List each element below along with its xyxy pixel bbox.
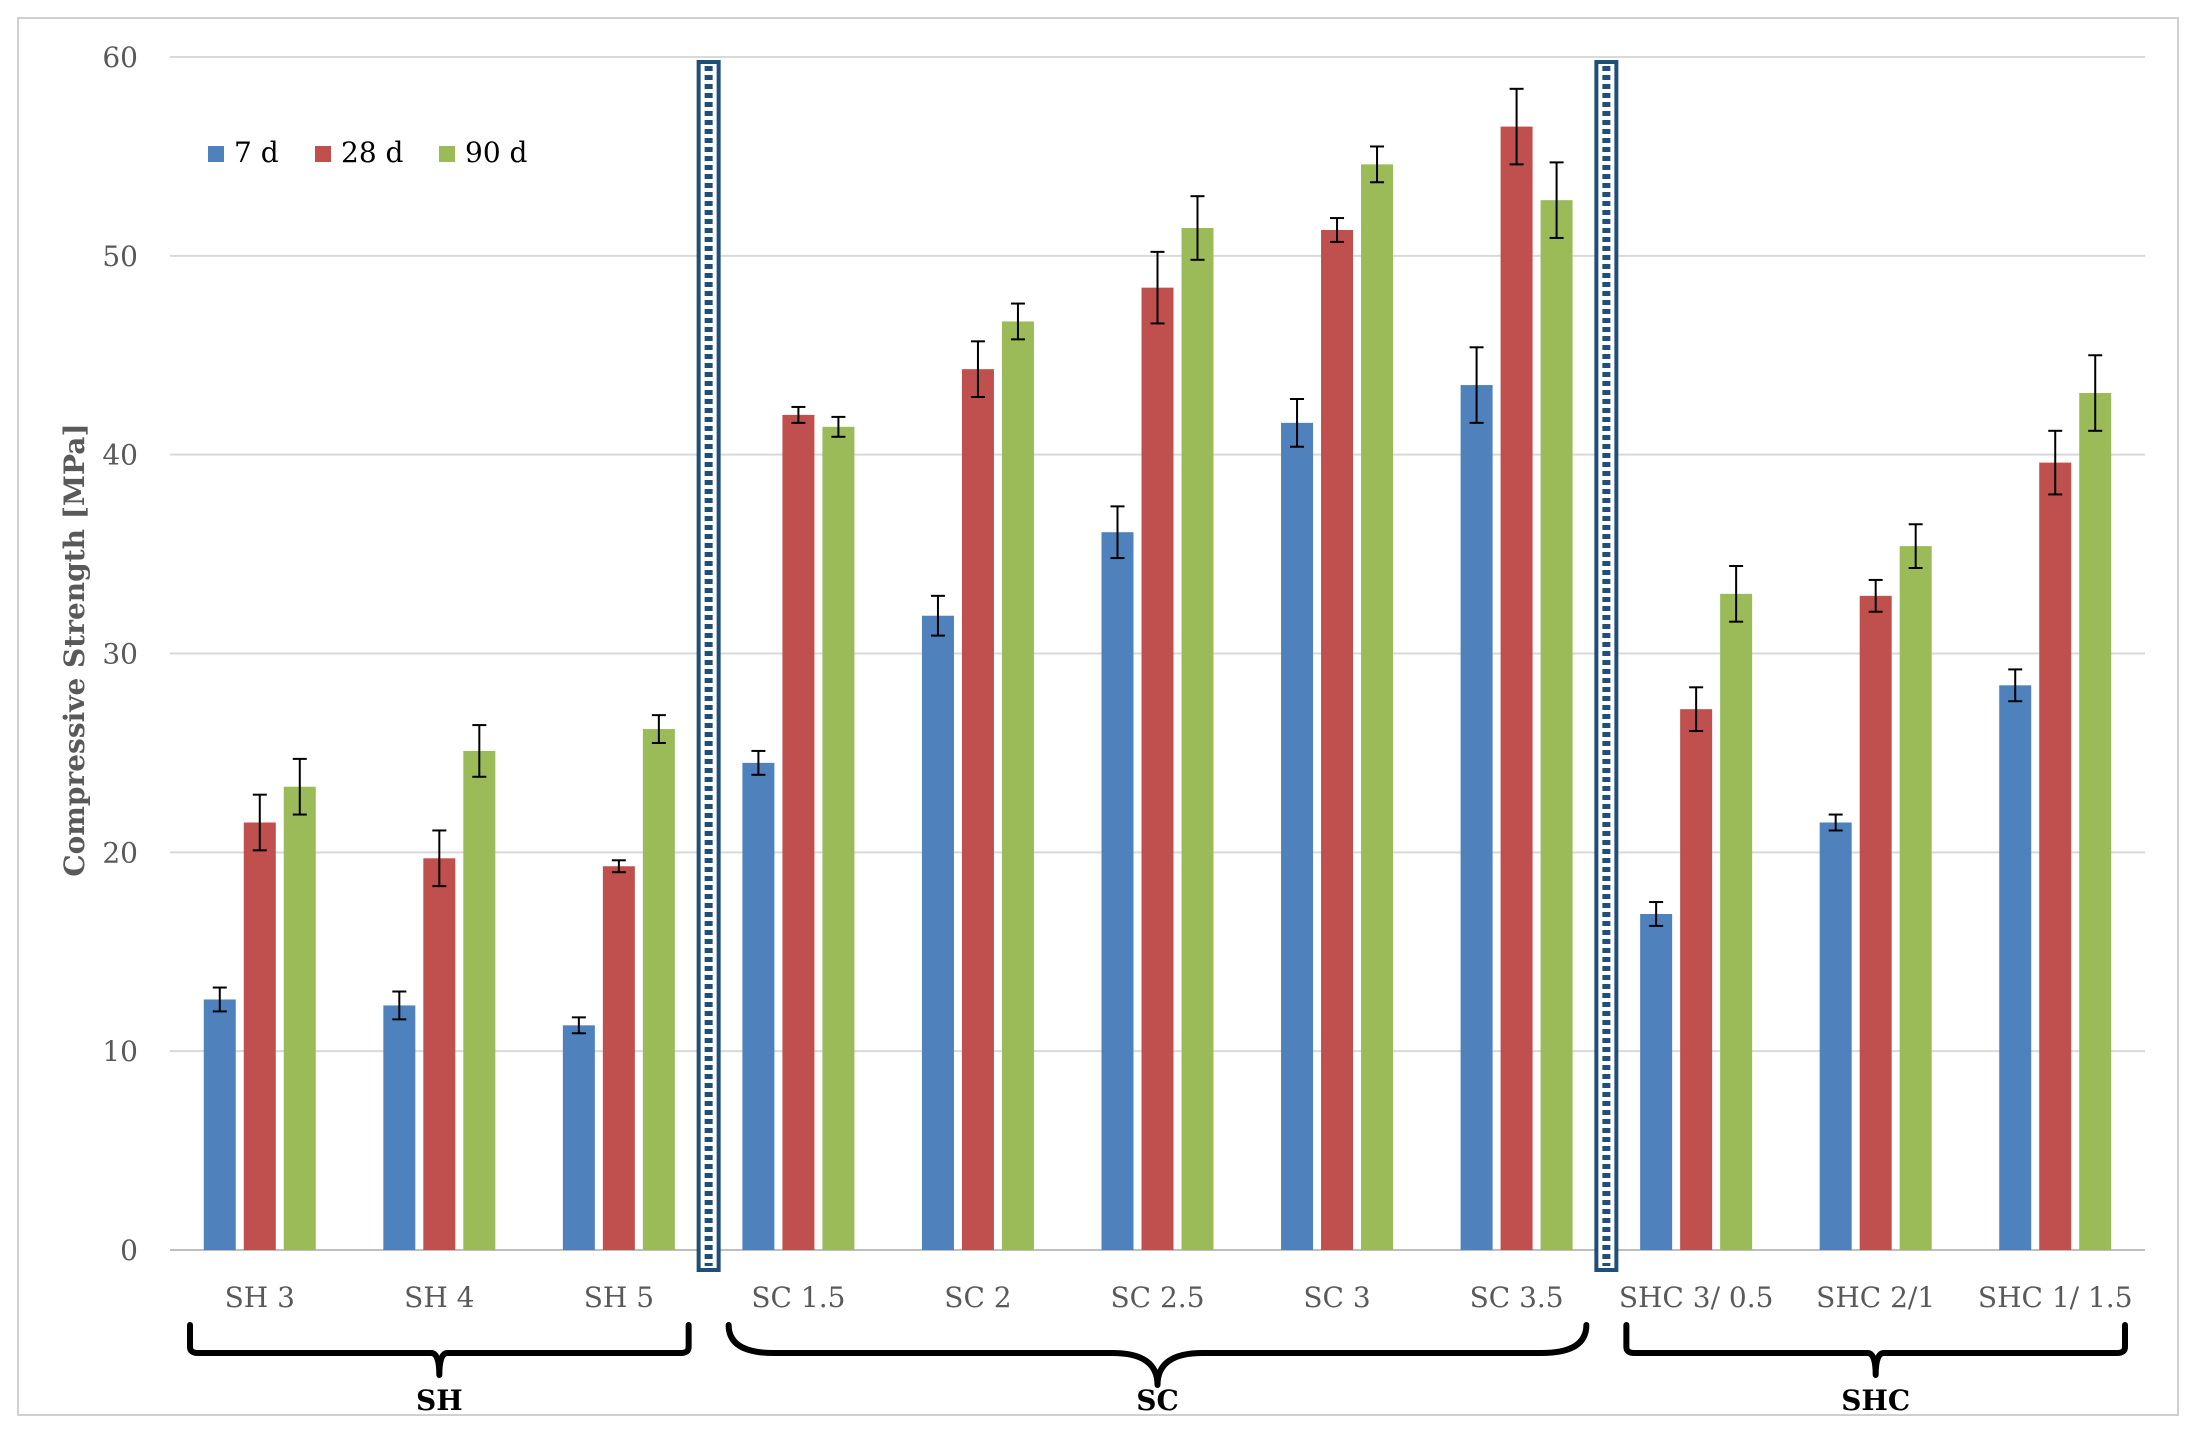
group-brace bbox=[187, 1322, 692, 1378]
bar bbox=[2079, 393, 2112, 1250]
x-tick-label: SH 4 bbox=[404, 1281, 474, 1314]
bar bbox=[1680, 709, 1713, 1250]
y-tick-label: 60 bbox=[102, 41, 138, 74]
bar bbox=[1101, 532, 1134, 1250]
bar bbox=[423, 858, 456, 1250]
bar bbox=[1819, 822, 1852, 1250]
y-tick-label: 0 bbox=[120, 1234, 138, 1267]
bar bbox=[283, 786, 316, 1250]
y-tick-label: 30 bbox=[102, 638, 138, 671]
chart-border bbox=[17, 17, 2179, 1416]
group-brace bbox=[725, 1322, 1590, 1388]
bar bbox=[1141, 287, 1174, 1250]
y-axis-ticks: 0 10 20 30 40 50 60 bbox=[102, 41, 138, 1267]
x-tick-label: SH 3 bbox=[225, 1281, 295, 1314]
bar bbox=[243, 822, 276, 1250]
group-separators bbox=[696, 60, 1619, 1272]
group-label: SC bbox=[1136, 1384, 1179, 1417]
x-tick-label: SC 2.5 bbox=[1110, 1281, 1204, 1314]
bar bbox=[1460, 385, 1493, 1250]
bar bbox=[1001, 321, 1034, 1250]
y-axis-label: Compressive Strength [MPa] bbox=[58, 423, 91, 876]
x-tick-label: SC 2 bbox=[944, 1281, 1011, 1314]
legend-label: 7 d bbox=[234, 136, 279, 169]
bar bbox=[961, 369, 994, 1250]
bar bbox=[1321, 229, 1354, 1251]
y-tick-label: 50 bbox=[102, 240, 138, 273]
bar bbox=[1281, 422, 1314, 1250]
bar bbox=[742, 762, 775, 1250]
bar bbox=[562, 1025, 595, 1250]
bar bbox=[1361, 164, 1394, 1250]
bar bbox=[383, 1005, 416, 1250]
y-tick-label: 20 bbox=[102, 836, 138, 869]
error-bars bbox=[212, 87, 2103, 1035]
legend-swatch bbox=[208, 146, 224, 162]
legend: 7 d 28 d 90 d bbox=[208, 136, 528, 169]
bar bbox=[1720, 593, 1753, 1250]
group-label: SH bbox=[416, 1384, 463, 1417]
legend-swatch bbox=[315, 146, 331, 162]
x-tick-label: SHC 1/ 1.5 bbox=[1978, 1281, 2133, 1314]
group-separator bbox=[696, 60, 721, 1272]
bar bbox=[1640, 913, 1673, 1250]
x-tick-label: SH 5 bbox=[584, 1281, 654, 1314]
bar bbox=[1500, 126, 1533, 1250]
x-tick-label: SHC 3/ 0.5 bbox=[1619, 1281, 1774, 1314]
bar bbox=[1181, 227, 1214, 1250]
legend-swatch bbox=[439, 146, 455, 162]
x-tick-label: SC 3 bbox=[1303, 1281, 1370, 1314]
bar bbox=[822, 426, 855, 1251]
bar bbox=[1999, 685, 2032, 1250]
bar bbox=[921, 615, 954, 1250]
y-tick-label: 10 bbox=[102, 1035, 138, 1068]
x-tick-label: SC 3.5 bbox=[1470, 1281, 1564, 1314]
bar bbox=[2039, 462, 2072, 1250]
bar bbox=[1899, 546, 1932, 1250]
bar bbox=[642, 729, 675, 1250]
group-braces: SH SC SHC bbox=[187, 1322, 2128, 1417]
y-tick-label: 40 bbox=[102, 439, 138, 472]
bar bbox=[1859, 595, 1892, 1250]
x-tick-label: SC 1.5 bbox=[751, 1281, 845, 1314]
legend-label: 90 d bbox=[465, 136, 528, 169]
bar bbox=[602, 866, 635, 1250]
x-tick-label: SHC 2/1 bbox=[1816, 1281, 1935, 1314]
x-axis-ticks: SH 3 SH 4 SH 5 SC 1.5 SC 2 SC 2.5 SC 3 SC 3.5 SH… bbox=[225, 1281, 2133, 1314]
bar bbox=[203, 999, 236, 1250]
bar bbox=[782, 414, 815, 1250]
bar bbox=[1540, 200, 1573, 1250]
legend-label: 28 d bbox=[341, 136, 404, 169]
bars bbox=[203, 126, 2112, 1251]
group-brace bbox=[1623, 1322, 2128, 1378]
group-separator bbox=[1594, 60, 1619, 1272]
group-label: SHC bbox=[1841, 1384, 1910, 1417]
bar bbox=[463, 750, 496, 1250]
